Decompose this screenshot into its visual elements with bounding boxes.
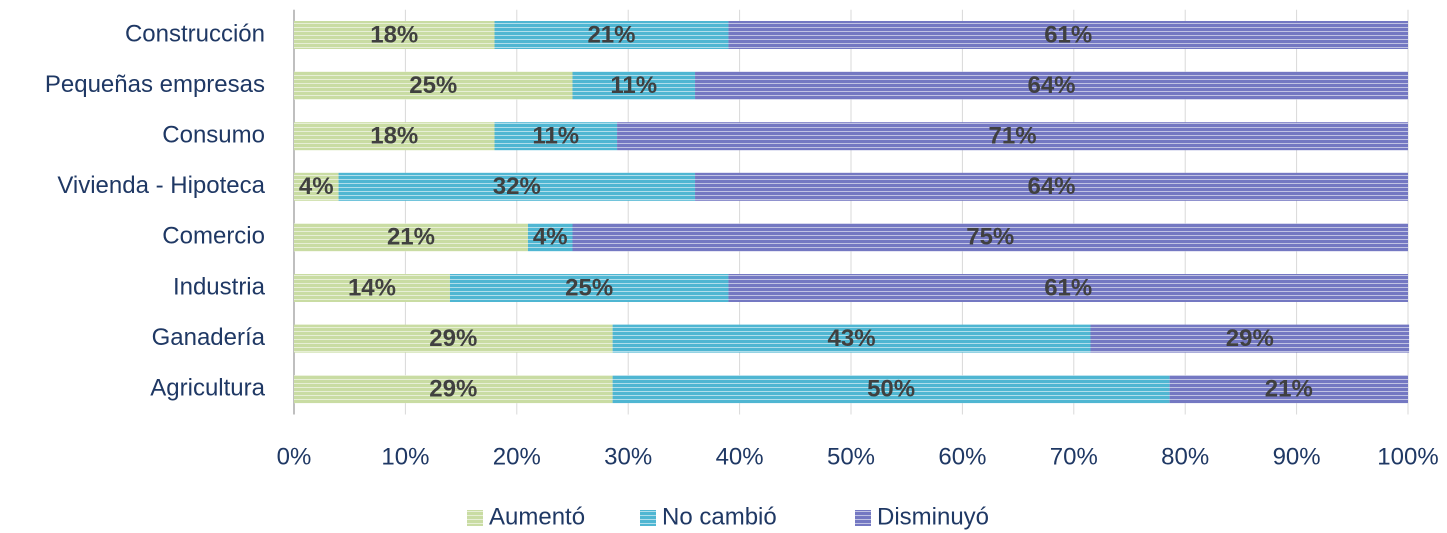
x-tick-label: 80% bbox=[1161, 443, 1209, 470]
bar-segment bbox=[294, 223, 528, 252]
bar-segment bbox=[612, 324, 1091, 353]
data-label: 25% bbox=[409, 72, 457, 99]
data-label: 11% bbox=[532, 123, 579, 150]
x-tick-label: 50% bbox=[827, 443, 875, 470]
data-label: 61% bbox=[1044, 21, 1092, 48]
legend-label: Aumentó bbox=[489, 503, 585, 530]
bar-segment bbox=[338, 172, 696, 201]
y-tick-label: Consumo bbox=[162, 122, 265, 149]
data-label: 29% bbox=[429, 376, 477, 403]
data-label: 75% bbox=[966, 224, 1014, 251]
legend-label: Disminuyó bbox=[877, 503, 989, 530]
y-tick-label: Industria bbox=[173, 273, 266, 300]
data-label: 4% bbox=[533, 224, 568, 251]
data-label: 14% bbox=[348, 274, 396, 301]
bar-segment bbox=[572, 223, 1408, 252]
data-label: 21% bbox=[587, 21, 635, 48]
data-label: 61% bbox=[1044, 274, 1092, 301]
bar-segment bbox=[617, 122, 1408, 151]
data-label: 25% bbox=[565, 274, 613, 301]
bar-segment bbox=[294, 324, 613, 353]
bar-segment bbox=[527, 223, 573, 252]
y-tick-label: Construcción bbox=[125, 20, 265, 47]
data-label: 21% bbox=[387, 224, 435, 251]
data-label: 18% bbox=[370, 123, 418, 150]
data-label: 32% bbox=[493, 173, 541, 200]
bar-segment bbox=[695, 71, 1408, 100]
bar-segment bbox=[294, 71, 573, 100]
x-tick-label: 100% bbox=[1377, 443, 1438, 470]
y-tick-label: Agricultura bbox=[150, 375, 265, 402]
x-tick-label: 90% bbox=[1273, 443, 1321, 470]
legend-swatch bbox=[640, 510, 656, 526]
data-label: 29% bbox=[1226, 325, 1274, 352]
data-label: 18% bbox=[370, 21, 418, 48]
x-tick-label: 30% bbox=[604, 443, 652, 470]
data-label: 29% bbox=[429, 325, 477, 352]
bar-segment bbox=[612, 375, 1170, 404]
legend-swatch bbox=[467, 510, 483, 526]
y-tick-label: Comercio bbox=[162, 223, 265, 250]
legend-label: No cambió bbox=[662, 503, 777, 530]
x-tick-label: 70% bbox=[1050, 443, 1098, 470]
bar-segment bbox=[572, 71, 696, 100]
bar-segment bbox=[1090, 324, 1410, 353]
x-tick-label: 40% bbox=[716, 443, 764, 470]
y-tick-label: Ganadería bbox=[152, 324, 266, 351]
x-tick-label: 0% bbox=[277, 443, 312, 470]
data-label: 64% bbox=[1027, 173, 1075, 200]
data-label: 4% bbox=[299, 173, 334, 200]
bar-segment bbox=[294, 375, 613, 404]
x-tick-label: 20% bbox=[493, 443, 541, 470]
y-tick-label: Vivienda - Hipoteca bbox=[57, 172, 265, 199]
data-label: 43% bbox=[828, 325, 876, 352]
data-label: 21% bbox=[1265, 376, 1313, 403]
y-tick-label: Pequeñas empresas bbox=[45, 71, 265, 98]
legend-swatch bbox=[855, 510, 871, 526]
bar-segment bbox=[449, 274, 729, 302]
data-label: 71% bbox=[989, 123, 1037, 150]
data-label: 11% bbox=[610, 72, 657, 99]
bar-segment bbox=[728, 274, 1408, 302]
bar-segment bbox=[294, 274, 450, 302]
data-label: 50% bbox=[867, 376, 915, 403]
bar-segment bbox=[294, 122, 495, 151]
bar-segment bbox=[494, 122, 618, 151]
x-tick-label: 10% bbox=[381, 443, 429, 470]
x-tick-label: 60% bbox=[938, 443, 986, 470]
bar-segment bbox=[494, 21, 729, 49]
data-label: 64% bbox=[1027, 72, 1075, 99]
bar-segment bbox=[695, 172, 1408, 201]
bar-segment bbox=[1169, 375, 1408, 404]
bar-segment bbox=[294, 21, 495, 49]
bar-segment bbox=[294, 172, 339, 201]
bar-segment bbox=[728, 21, 1408, 49]
